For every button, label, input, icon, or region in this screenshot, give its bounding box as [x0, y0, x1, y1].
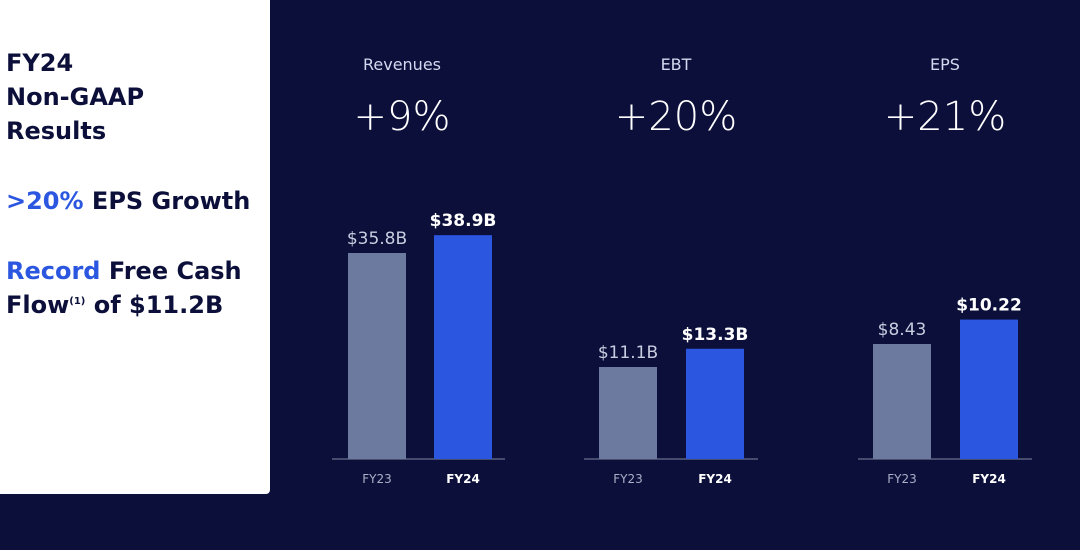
category-tick-label: FY24: [698, 472, 732, 486]
category-tick-label: FY24: [972, 472, 1006, 486]
summary-headline: FY24 Non-GAAP Results: [6, 46, 270, 148]
bar-fy23: [348, 253, 406, 459]
bar-value-label: $8.43: [878, 320, 927, 340]
bar-fy24: [434, 235, 492, 459]
charts-area: Revenues +9% EBT +20% EPS +21% $35.8B FY2…: [300, 0, 1080, 550]
eps-growth-stat: >20% EPS Growth: [6, 184, 270, 218]
summary-panel: FY24 Non-GAAP Results >20% EPS Growth Re…: [0, 0, 270, 494]
category-tick-label: FY23: [613, 472, 643, 486]
fcf-accent: Record: [6, 257, 101, 285]
bar-value-label: $10.22: [956, 296, 1022, 316]
fcf-text-2a: Flow: [6, 291, 70, 319]
bar-value-label: $38.9B: [430, 211, 497, 231]
bar-fy24: [686, 348, 744, 459]
bar-value-label: $35.8B: [347, 229, 407, 249]
category-tick-label: FY23: [362, 472, 392, 486]
category-tick-label: FY24: [446, 472, 480, 486]
fcf-text-2b: of $11.2B: [85, 291, 224, 319]
fcf-footnote: (1): [69, 296, 86, 307]
bar-fy23: [873, 344, 931, 459]
chart-growth-revenues: +9%: [353, 94, 451, 140]
chart-growth-ebt: +20%: [614, 94, 738, 140]
headline-line: FY24: [6, 49, 74, 77]
chart-title-revenues: Revenues: [362, 55, 441, 74]
bar-value-label: $11.1B: [598, 343, 658, 363]
eps-growth-accent: >20%: [6, 187, 84, 215]
fcf-stat: Record Free Cash Flow(1) of $11.2B: [6, 254, 270, 322]
eps-growth-text: EPS Growth: [83, 187, 251, 215]
bar-charts-svg: $35.8B FY23 $38.9B FY24 $11.1B FY23 $13.3B FY24…: [332, 211, 1032, 486]
chart-title-ebt: EBT: [660, 55, 692, 74]
category-tick-label: FY23: [887, 472, 917, 486]
chart-title-eps: EPS: [930, 55, 960, 74]
chart-growth-eps: +21%: [883, 94, 1007, 140]
headline-line: Results: [6, 117, 107, 145]
bar-value-label: $13.3B: [682, 325, 749, 345]
bar-fy24: [960, 319, 1018, 459]
headline-line: Non-GAAP: [6, 83, 145, 111]
fcf-text-1: Free Cash: [100, 257, 242, 285]
bar-fy23: [599, 367, 657, 459]
